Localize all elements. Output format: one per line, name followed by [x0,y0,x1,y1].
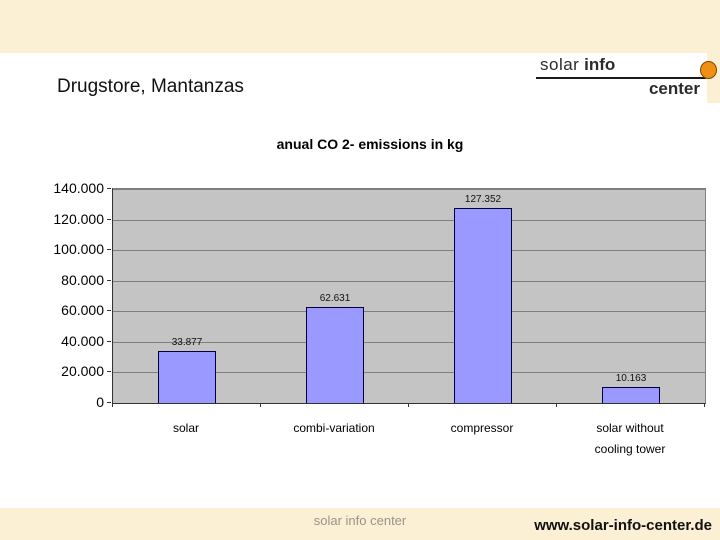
category-label-compressor: compressor [408,418,556,439]
y-axis-label: 40.000 [61,333,104,349]
footer-center-text: solar info center [313,513,407,528]
top-band [0,0,720,53]
bar-compressor [454,208,512,403]
y-axis-label: 80.000 [61,272,104,288]
bar-value-label: 10.163 [615,373,647,384]
y-axis-label: 140.000 [53,180,104,196]
gridline [113,219,705,221]
footer-band: solar info center www.solar-info-center.… [0,508,720,540]
category-label-line: solar [172,421,199,435]
y-axis-label: 60.000 [61,302,104,318]
y-axis-tick [107,280,111,281]
bar-solar-without-cooling-tower [602,387,660,403]
bar-solar [158,351,216,403]
category-label-line: compressor [450,421,514,435]
y-axis-tick [107,310,111,311]
footer-website-url: www.solar-info-center.de [534,517,712,534]
solar-info-center-logo: solar info center [536,55,717,99]
x-axis-tick [260,403,261,407]
y-axis-tick [107,188,111,189]
y-axis-label: 0 [96,394,104,410]
logo-word-center: center [648,79,700,98]
plot-area: 33.877 62.631 127.352 10.163 [112,188,706,404]
y-axis-tick [107,402,111,403]
x-axis-tick [704,403,705,407]
x-axis-tick [556,403,557,407]
gridline [113,250,705,252]
bar-combi-variation [306,307,364,403]
page-title: Drugstore, Mantanzas [57,76,244,97]
y-axis-label: 120.000 [53,211,104,227]
y-axis-label: 20.000 [61,363,104,379]
y-axis-tick [107,371,111,372]
logo-line1: solar info [536,55,706,79]
category-label-solar: solar [112,418,260,439]
category-label-line: combi-variation [293,421,375,435]
logo-word-solar: solar [540,55,580,74]
logo-word-info: info [584,55,616,74]
gridline [113,280,705,282]
x-axis-tick [408,403,409,407]
chart-title: anual CO 2- emissions in kg [276,136,464,152]
bar-value-label: 62.631 [319,293,351,304]
bar-value-label: 33.877 [171,337,203,348]
bar-value-label: 127.352 [464,194,502,205]
gridline [113,372,705,374]
y-axis-tick [107,219,111,220]
category-label-line: cooling tower [594,442,666,456]
x-axis-tick [112,403,113,407]
category-label-solar-without-cooling-tower: solar without cooling tower [556,418,704,460]
logo-orange-dot-icon [700,61,717,79]
co2-emissions-chart: anual CO 2- emissions in kg 33.877 62.631… [30,132,710,467]
y-axis-tick [107,249,111,250]
category-label-combi-variation: combi-variation [260,418,408,439]
y-axis-label: 100.000 [53,241,104,257]
gridline [113,341,705,343]
y-axis-tick [107,341,111,342]
category-label-line: solar without [596,421,664,435]
gridline [113,311,705,313]
gridline [113,189,705,190]
